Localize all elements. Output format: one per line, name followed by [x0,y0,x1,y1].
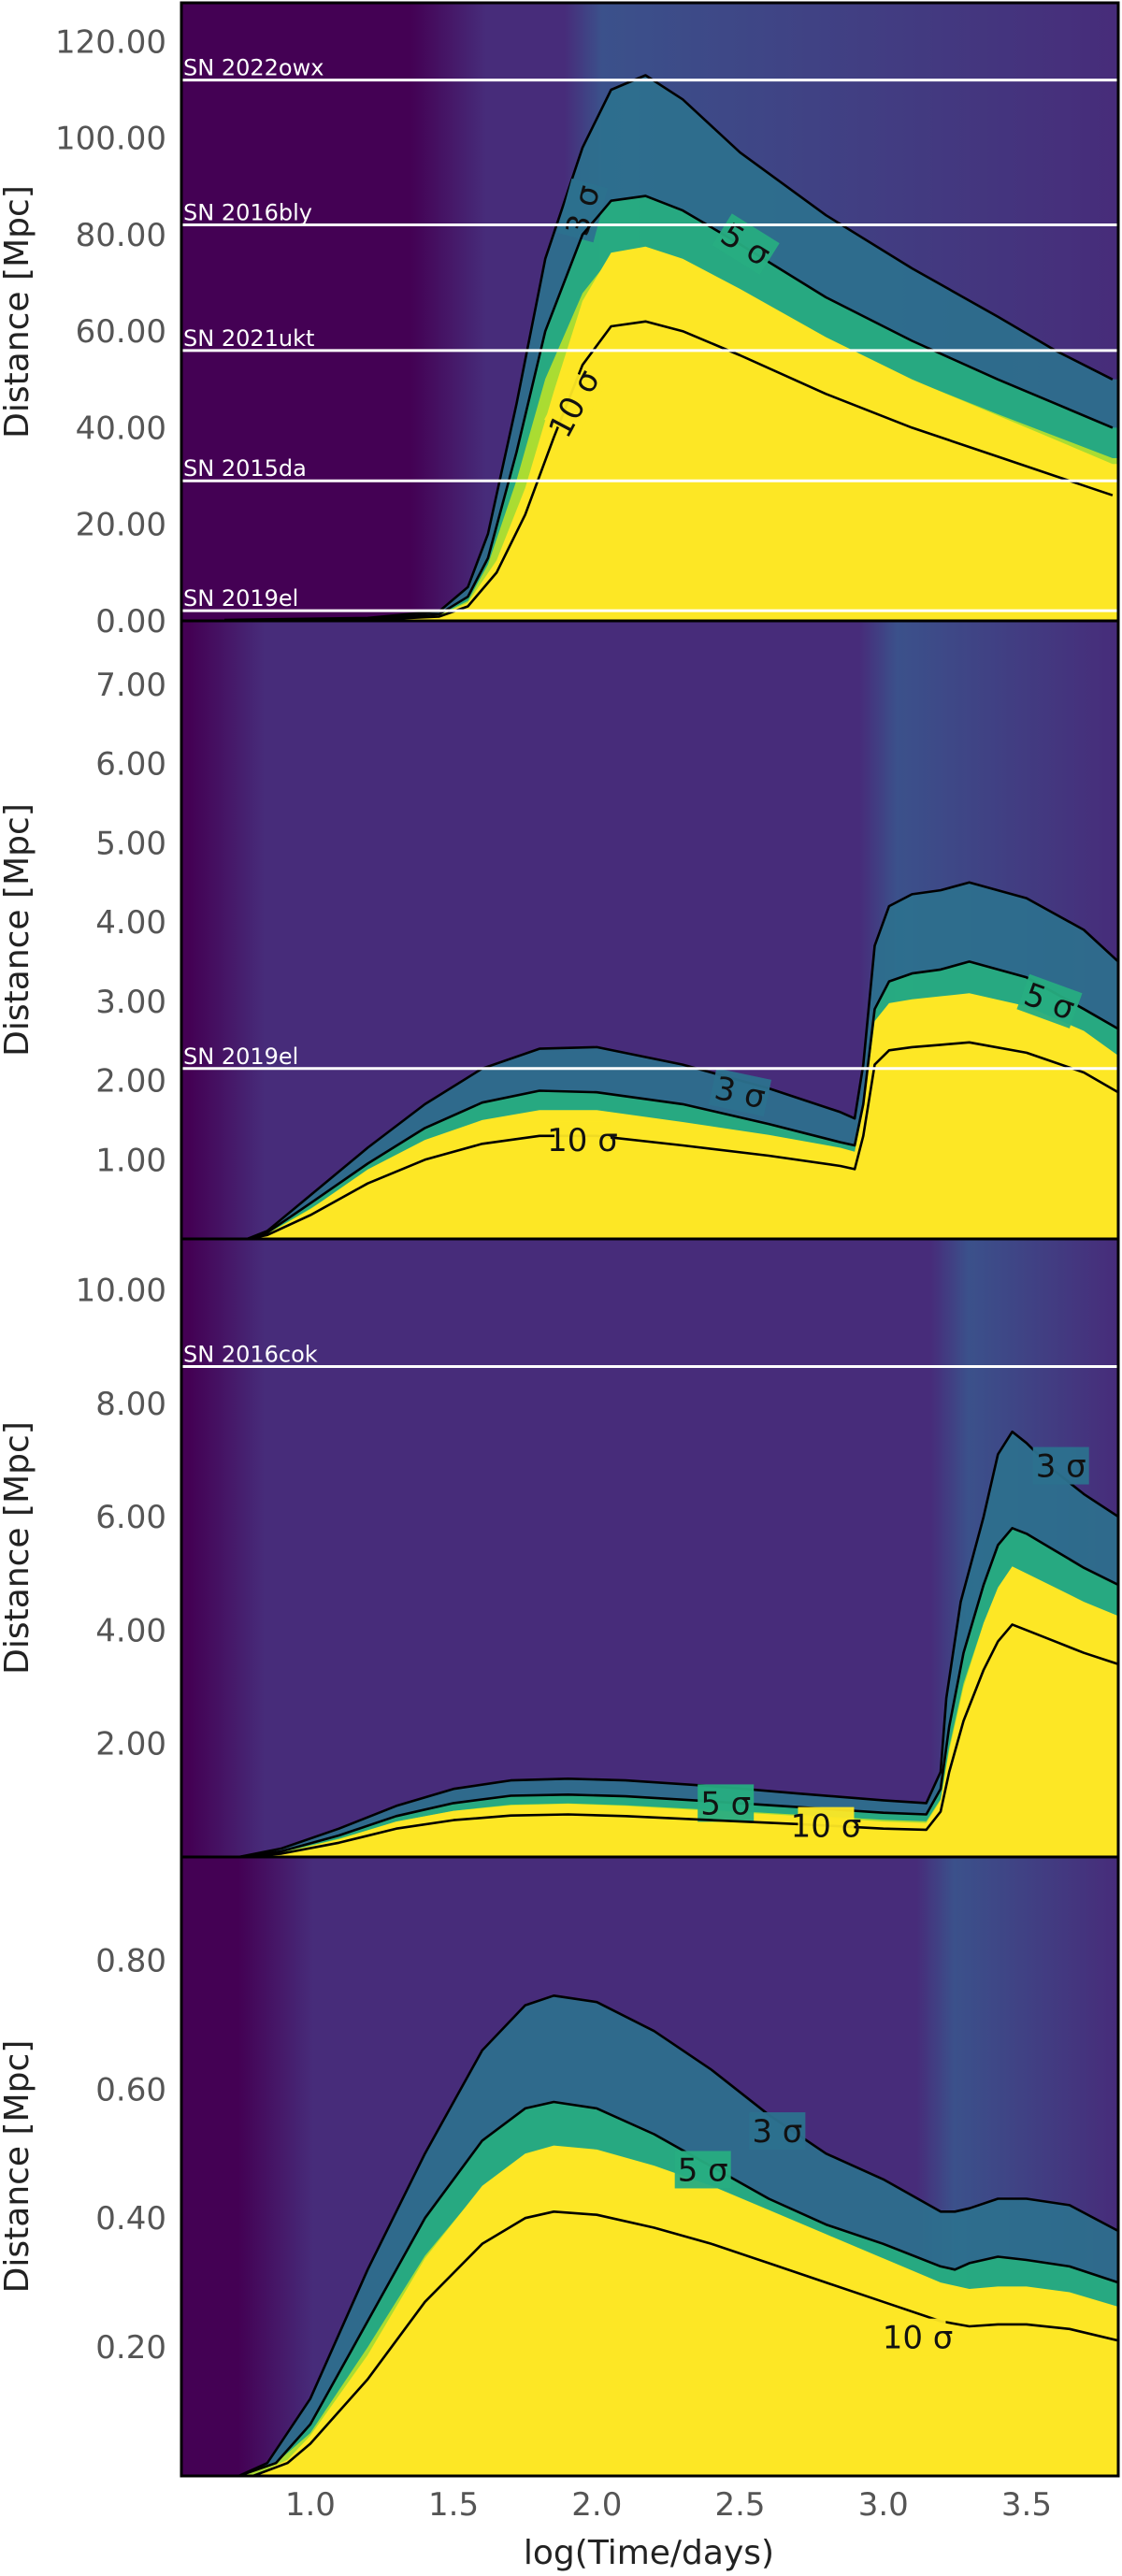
contour-line-2 [247,960,1118,1239]
x-tick-label: 2.5 [714,2486,765,2524]
contour-label-bg [889,2318,946,2356]
y-tick-label: 8.00 [95,1386,166,1423]
contour-label-bg [1016,973,1083,1029]
contour-label-bg [709,1068,772,1117]
y-tick-label: 7.00 [95,667,166,704]
fill-10sigma [224,246,1118,621]
contour-line-3 [252,2210,1118,2476]
y-tick-label: 60.00 [76,313,166,351]
contour-line-1 [237,1994,1118,2476]
panel-2: 3 σ5 σ10 σSN 2019el1.002.003.004.005.006… [0,619,1120,1241]
contour-line-3 [247,1041,1118,1239]
reference-line-label: SN 2019el [183,1043,298,1070]
x-tick-label: 3.5 [1001,2486,1052,2524]
y-tick-label: 0.60 [95,2071,166,2108]
contour-label-bg [1032,1446,1089,1485]
y-tick-label: 0.40 [95,2200,166,2238]
y-axis-label: Distance [Mpc] [0,185,36,439]
contour-line-1 [223,74,1114,621]
x-tick-label: 3.0 [858,2486,909,2524]
contour-label: 3 σ [752,2113,802,2151]
contour-label-bg [698,1784,755,1822]
plot-frame [180,1855,1120,2478]
contour-line-3 [238,1623,1118,1857]
contour-label-bg [544,369,604,438]
y-tick-label: 2.00 [95,1063,166,1101]
y-tick-label: 80.00 [76,217,166,254]
contour-fills [238,1432,1118,1857]
reference-line-label: SN 2016cok [183,1341,318,1367]
y-tick-label: 4.00 [95,1612,166,1649]
contour-line-2 [223,194,1114,621]
y-tick-label: 0.20 [95,2329,166,2367]
contour-label-bg [798,1806,855,1845]
y-tick-label: 0.80 [95,1942,166,1979]
y-tick-label: 0.00 [95,603,166,640]
contour-line-2 [238,1527,1118,1857]
y-axis-label: Distance [Mpc] [0,2040,36,2294]
contour-line-1 [238,1430,1118,1857]
contour-label-bg [749,2112,806,2151]
x-tick-label: 2.0 [571,2486,622,2524]
reference-line-label: SN 2015da [183,455,307,482]
reference-line-label: SN 2022owx [183,55,324,81]
y-tick-label: 5.00 [95,825,166,862]
contour-fills [224,75,1118,621]
contour-label: 10 σ [883,2320,954,2357]
fill-10sigma [247,993,1118,1239]
contour-label: 10 σ [791,1808,862,1846]
contour-label: 5 σ [678,2151,728,2189]
panel-4: 3 σ 5 σ 10 σ 0.20 0.40 0.60 0.80 Distance [Mpc]… [0,1855,1120,2524]
reference-line-label: SN 2019el [183,585,298,612]
x-tick-label: 1.5 [428,2486,479,2524]
y-tick-label: 3.00 [95,984,166,1021]
y-tick-label: 100.00 [55,121,166,158]
y-tick-label: 120.00 [55,23,166,61]
y-tick-label: 6.00 [95,746,166,784]
panels: 3 σ 5 σ 10 σ SN 2022owx SN 2016bly SN 2021ukt… [0,1,1120,2524]
x-axis-label: log(Time/days) [524,2534,774,2572]
y-axis-label: Distance [Mpc] [0,1421,36,1675]
contour-label-bg [556,178,609,243]
contour-label: 5 σ [700,1785,751,1822]
y-tick-label: 40.00 [76,410,166,447]
x-tick-label: 1.0 [285,2486,336,2524]
contour-label-bg [674,2151,731,2189]
y-tick-label: 2.00 [95,1726,166,1763]
contour-label: 3 σ [1036,1448,1086,1486]
contour-line-1 [247,881,1118,1239]
reference-line-label: SN 2021ukt [183,325,314,352]
contour-label-bg [554,1121,611,1159]
y-tick-label: 20.00 [76,507,166,544]
y-axis-label: Distance [Mpc] [0,803,36,1057]
fill-10sigma [252,2145,1118,2476]
y-tick-label: 10.00 [76,1273,166,1310]
contour-label-bg [712,213,780,276]
panel-3: 3 σ 5 σ 10 σ SN 2016cok 2.00 4.00 6.00 8.00 10.0… [0,1237,1120,1859]
y-tick-label: 4.00 [95,904,166,942]
reference-line-label: SN 2016bly [183,200,312,226]
fill-10sigma [238,1566,1118,1857]
contour-label: 10 σ [547,1122,618,1159]
y-tick-label: 6.00 [95,1499,166,1536]
y-tick-label: 1.00 [95,1142,166,1179]
